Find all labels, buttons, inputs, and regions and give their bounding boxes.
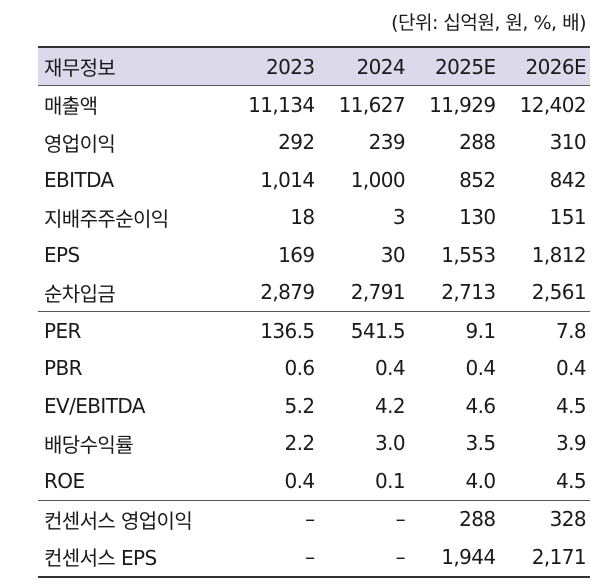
cell: 0.4 [374,356,406,381]
table-row: 배당수익률 2.2 3.0 3.5 3.9 [38,425,590,463]
header-label: 재무정보 [38,46,228,86]
cell: 0.6 [284,356,315,381]
cell: 18 [290,205,315,230]
cell: 169 [278,242,315,267]
cell: 541.5 [350,318,406,343]
cell: 0.1 [318,462,409,501]
cell: 2,561 [499,273,590,312]
header-2024: 2024 [318,46,409,86]
cell: 3.5 [465,431,496,456]
cell: 7.8 [555,318,587,343]
cell: 3.0 [374,431,406,456]
header-2025e: 2025E [409,46,500,86]
financial-table: 재무정보 2023 2024 2025E 2026E 매출액 11,134 11… [38,46,590,578]
cell: 30 [380,242,406,267]
cell: 5.2 [284,393,315,418]
cell: 310 [549,130,587,155]
table-row: ROE 0.4 0.1 4.0 4.5 [38,462,590,501]
cell: 2,879 [228,273,319,312]
row-label: 지배주주순이익 [44,206,169,231]
cell: 4.6 [465,393,496,418]
row-label: EPS [44,242,80,267]
cell: 3 [392,205,406,230]
row-label: 영업이익 [44,131,116,156]
cell: – [395,507,406,532]
cell: 852 [459,167,496,192]
cell: 1,014 [260,167,315,192]
cell: 239 [368,130,406,155]
cell: 0.4 [465,356,496,381]
cell: 151 [549,205,587,230]
cell: 4.0 [409,462,500,501]
row-label: 컨센서스 EPS [38,538,228,578]
cell: 130 [459,205,496,230]
table-row: PER 136.5 541.5 9.1 7.8 [38,312,590,350]
table-row: EV/EBITDA 5.2 4.2 4.6 4.5 [38,387,590,425]
cell: – [305,507,315,532]
header-2023: 2023 [228,46,319,86]
row-label: PER [44,318,81,343]
cell: 3.9 [555,431,587,456]
row-label: ROE [38,462,228,501]
table-header-row: 재무정보 2023 2024 2025E 2026E [38,46,590,86]
row-label: 순차입금 [38,273,228,312]
cell: 2.2 [284,431,315,456]
row-label: PBR [44,356,82,381]
cell: 2,171 [499,538,590,578]
row-label: EBITDA [44,167,114,192]
cell: 1,944 [409,538,500,578]
cell: 1,553 [441,242,496,267]
cell: 4.2 [374,393,406,418]
cell: 11,134 [248,92,315,117]
cell: 288 [459,507,496,532]
row-label: 컨센서스 영업이익 [44,508,193,533]
table-row: 매출액 11,134 11,627 11,929 12,402 [38,86,590,124]
table-row: 컨센서스 EPS – – 1,944 2,171 [38,538,590,578]
cell: 4.5 [499,462,590,501]
cell: 4.5 [555,393,587,418]
cell: 136.5 [260,318,315,343]
cell: 288 [459,130,496,155]
row-label: EV/EBITDA [44,393,145,418]
cell: 292 [278,130,315,155]
cell: 1,812 [531,242,587,267]
cell: 11,627 [338,92,406,117]
table-row: PBR 0.6 0.4 0.4 0.4 [38,350,590,388]
table-row: EPS 169 30 1,553 1,812 [38,236,590,274]
table-row: 지배주주순이익 18 3 130 151 [38,199,590,237]
cell: – [228,538,319,578]
cell: 9.1 [465,318,496,343]
unit-note: (단위: 십억원, 원, %, 배) [391,12,586,34]
table-row: EBITDA 1,014 1,000 852 842 [38,161,590,199]
header-2026e: 2026E [499,46,590,86]
row-label: 매출액 [44,94,98,119]
cell: 2,713 [409,273,500,312]
cell: 842 [549,167,587,192]
table-row: 영업이익 292 239 288 310 [38,124,590,162]
table-row: 컨센서스 영업이익 – – 288 328 [38,500,590,538]
cell: 12,402 [519,92,587,117]
cell: 0.4 [228,462,319,501]
cell: 2,791 [318,273,409,312]
table-row: 순차입금 2,879 2,791 2,713 2,561 [38,273,590,312]
cell: 11,929 [429,92,496,117]
cell: 0.4 [555,356,587,381]
cell: 328 [549,507,587,532]
cell: 1,000 [350,167,406,192]
row-label: 배당수익률 [44,432,134,457]
cell: – [318,538,409,578]
